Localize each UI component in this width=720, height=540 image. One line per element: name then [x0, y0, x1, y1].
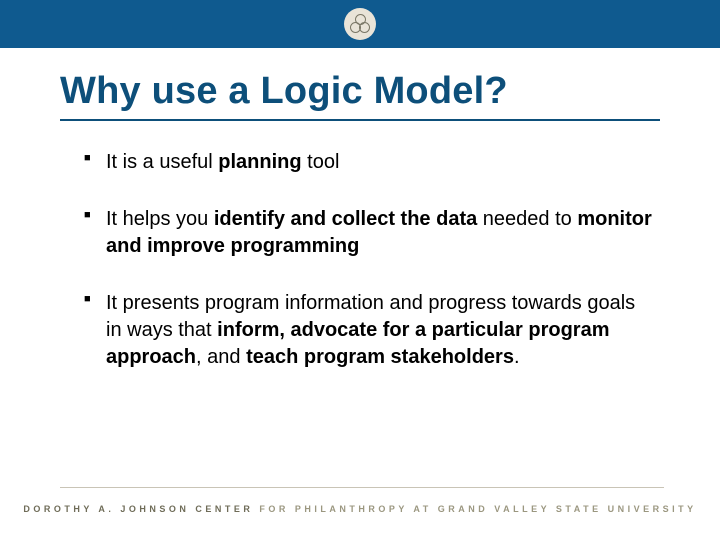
slide-title: Why use a Logic Model?	[60, 70, 660, 113]
bullet-bold-text: teach program stakeholders	[246, 346, 514, 368]
logo-icon	[344, 8, 376, 40]
bullet-text: tool	[302, 151, 340, 173]
footer-text: DOROTHY A. JOHNSON CENTER FOR PHILANTHRO…	[0, 504, 720, 514]
title-underline	[60, 119, 660, 121]
bullet-text: , and	[196, 346, 246, 368]
bullet-bold-text: planning	[218, 151, 301, 173]
bullet-item: It is a useful planning tool	[84, 149, 654, 176]
footer-part2: FOR PHILANTHROPY AT GRAND VALLEY STATE U…	[253, 504, 696, 514]
header-bar	[0, 0, 720, 48]
footer-rule	[60, 487, 664, 488]
footer-part1: DOROTHY A. JOHNSON CENTER	[23, 504, 253, 514]
bullet-list: It is a useful planning tool It helps you…	[84, 149, 654, 371]
bullet-bold-text: identify and collect the data	[214, 208, 477, 230]
slide: Why use a Logic Model? It is a useful pl…	[0, 0, 720, 540]
bullet-text: It helps you	[106, 208, 214, 230]
bullet-item: It presents program information and prog…	[84, 290, 654, 371]
bullet-text: .	[514, 346, 520, 368]
bullet-text: needed to	[477, 208, 577, 230]
bullet-item: It helps you identify and collect the da…	[84, 206, 654, 260]
bullet-text: It is a useful	[106, 151, 218, 173]
slide-content: It is a useful planning tool It helps you…	[84, 149, 654, 371]
